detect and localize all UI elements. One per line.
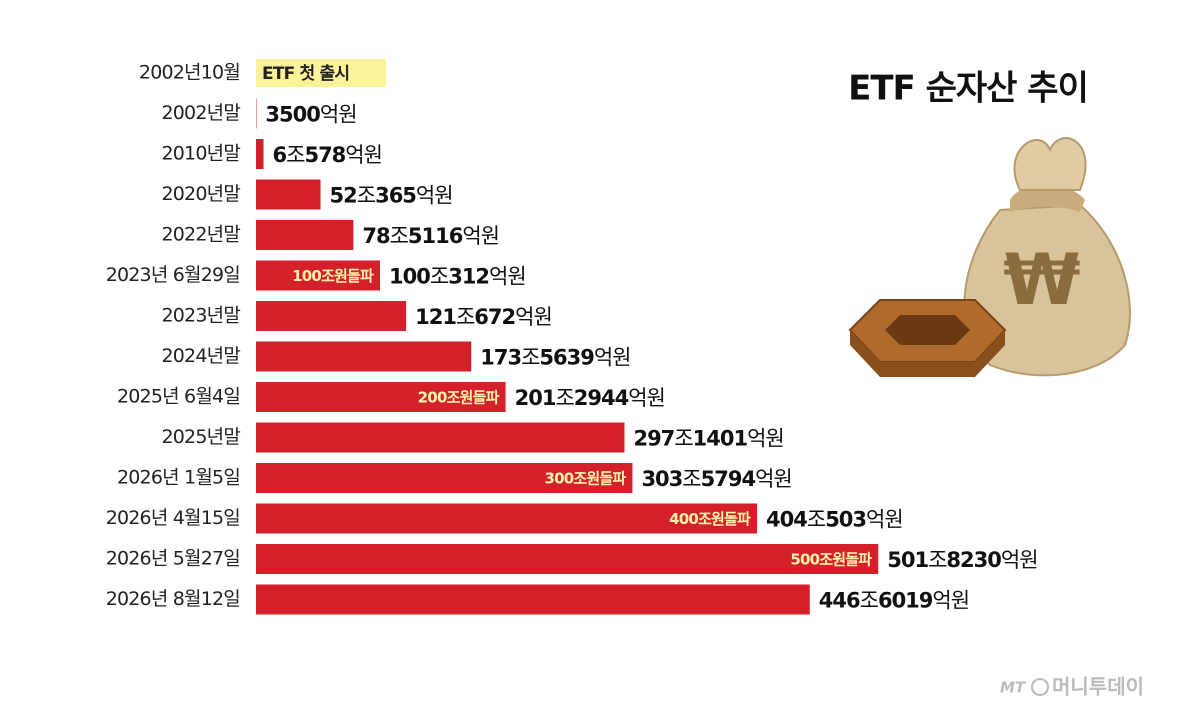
bar [256,139,264,169]
annotation: 100조원돌파 [292,267,374,285]
bar [256,585,810,615]
bar [256,301,406,331]
value-label: 6조578억원 [273,143,382,167]
value-label: 121조672억원 [415,305,552,329]
value-label: 404조503억원 [766,508,903,532]
svg-text:MT: MT [1000,679,1027,697]
bar [256,180,321,210]
value-label: 3500억원 [265,103,356,127]
category-label: 2020년말 [161,183,240,205]
source: 머니투데이 [1052,675,1144,699]
category-label: 2002년10월 [139,62,240,84]
svg-text:₩: ₩ [1003,239,1080,321]
value-label: 446조6019억원 [819,589,969,613]
category-label: 2022년말 [161,224,240,246]
bar [256,544,878,574]
category-label: 2023년말 [161,305,240,327]
category-label: 2024년말 [161,345,240,367]
value-label: 303조5794억원 [641,467,791,491]
value-label: 78조5116억원 [362,224,499,248]
illustration: ₩ [850,138,1130,377]
annotation: 200조원돌파 [418,389,500,407]
category-label: 2002년말 [161,102,240,124]
value-label: 173조5639억원 [480,346,630,370]
annotation: 300조원돌파 [545,470,627,488]
category-label: 2010년말 [161,143,240,165]
value-label: 297조1401억원 [633,427,783,451]
bar [256,423,624,453]
category-label: 2025년 6월4일 [117,386,240,408]
category-label: 2025년말 [161,426,240,448]
bar [256,342,471,372]
annotation: 500조원돌파 [790,551,872,569]
value-label: 201조2944억원 [515,386,665,410]
category-label: 2026년 8월12일 [106,588,240,610]
annotation: ETF 첫 출시 [262,63,349,84]
source-logo: MT 머니투데이 [1000,675,1144,699]
category-label: 2026년 4월15일 [106,507,240,529]
chart-title: ETF 순자산 추이 [848,69,1088,109]
annotation: 400조원돌파 [669,510,751,528]
category-label: 2026년 5월27일 [106,548,240,570]
value-label: 52조365억원 [330,184,453,208]
bar [256,220,353,250]
category-label: 2026년 1월5일 [117,467,240,489]
value-label: 501조8230억원 [887,548,1037,572]
value-label: 100조312억원 [389,265,526,289]
category-label: 2023년 6월29일 [106,264,240,286]
